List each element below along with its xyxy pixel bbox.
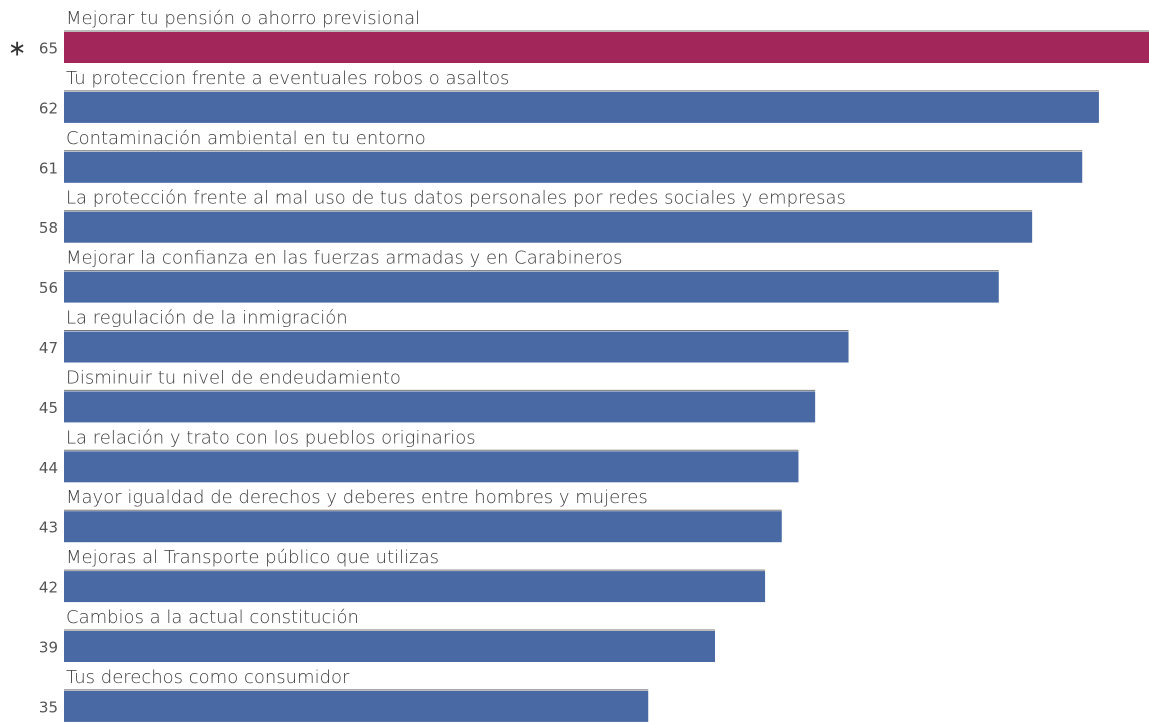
value-label: 47 bbox=[39, 339, 58, 357]
value-label: 44 bbox=[39, 459, 58, 477]
bar-row: Tus derechos como consumidor 35 bbox=[39, 667, 649, 722]
bar-highlighted bbox=[64, 32, 1149, 63]
category-label: Tu proteccion frente a eventuales robos … bbox=[66, 68, 509, 89]
category-label: La relación y trato con los pueblos orig… bbox=[66, 427, 476, 448]
bar-row: La relación y trato con los pueblos orig… bbox=[39, 427, 799, 483]
bar-row: Disminuir tu nivel de endeudamiento 45 bbox=[39, 367, 816, 423]
chart-rows: Mejorar tu pensión o ahorro previsional 6… bbox=[8, 8, 1149, 722]
value-label: 35 bbox=[39, 698, 58, 716]
bar bbox=[64, 331, 849, 363]
value-label: 58 bbox=[39, 219, 58, 237]
bar-row: Cambios a la actual constitución 39 bbox=[39, 607, 715, 662]
category-label: La protección frente al mal uso de tus d… bbox=[66, 188, 846, 209]
bar bbox=[64, 271, 999, 303]
bar bbox=[64, 211, 1033, 243]
value-label: 43 bbox=[39, 519, 58, 537]
category-label: La regulación de la inmigración bbox=[66, 308, 348, 329]
category-label: Cambios a la actual constitución bbox=[66, 607, 359, 628]
value-label: 62 bbox=[39, 99, 58, 117]
category-label: Contaminación ambiental en tu entorno bbox=[66, 128, 426, 149]
value-label: 65 bbox=[39, 40, 58, 58]
category-label: Mejorar tu pensión o ahorro previsional bbox=[66, 8, 420, 29]
bar-row: Mejoras al Transporte público que utiliz… bbox=[39, 547, 766, 603]
category-label: Disminuir tu nivel de endeudamiento bbox=[66, 367, 401, 388]
bar-row: Mayor igualdad de derechos y deberes ent… bbox=[39, 487, 782, 543]
bar-row: Tu proteccion frente a eventuales robos … bbox=[39, 68, 1099, 123]
bar bbox=[64, 391, 816, 423]
bar bbox=[64, 631, 715, 662]
category-label: Mejorar la confianza en las fuerzas arma… bbox=[66, 248, 623, 269]
value-label: 61 bbox=[39, 159, 58, 177]
bar-row: Mejorar la confianza en las fuerzas arma… bbox=[39, 248, 999, 303]
value-label: 42 bbox=[39, 579, 58, 597]
value-label: 39 bbox=[39, 639, 58, 657]
bar-row: La regulación de la inmigración 47 bbox=[39, 308, 849, 363]
bar-row: La protección frente al mal uso de tus d… bbox=[39, 188, 1033, 243]
bar bbox=[64, 151, 1083, 183]
bar-row: Mejorar tu pensión o ahorro previsional 6… bbox=[8, 8, 1149, 63]
highlight-asterisk-icon: ∗ bbox=[8, 37, 26, 62]
bar bbox=[64, 690, 649, 722]
category-label: Mejoras al Transporte público que utiliz… bbox=[66, 547, 439, 568]
value-label: 45 bbox=[39, 399, 58, 417]
bar bbox=[64, 511, 782, 543]
category-label: Tus derechos como consumidor bbox=[66, 667, 350, 688]
bar bbox=[64, 571, 766, 603]
value-label: 56 bbox=[39, 279, 58, 297]
bar bbox=[64, 451, 799, 483]
bar bbox=[64, 91, 1099, 123]
category-label: Mayor igualdad de derechos y deberes ent… bbox=[66, 487, 648, 508]
bar-row: Contaminación ambiental en tu entorno 61 bbox=[39, 128, 1083, 183]
